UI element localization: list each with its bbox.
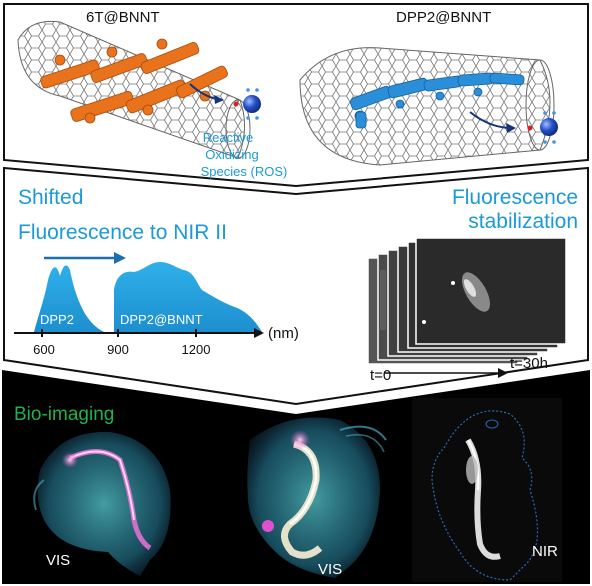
label-6t-bnnt: 6T@BNNT [86, 9, 160, 26]
spectrum-label-dpp2: DPP2 [40, 312, 74, 327]
time-start-label: t=0 [370, 367, 391, 384]
image-label-nir: NIR [532, 543, 558, 560]
dpp2-molecules [349, 72, 525, 129]
6t-molecules [40, 38, 228, 124]
ros-sphere-right [540, 118, 558, 136]
time-end-label: t=30h [510, 355, 548, 372]
image-stack-front [415, 237, 567, 345]
spectrum-label-dpp2-bnnt: DPP2@BNNT [120, 312, 203, 327]
shifted-title: Shifted Fluorescence to NIR II [18, 186, 227, 244]
ros-sphere-left [243, 95, 261, 113]
daphnia-image-vis-2 [247, 417, 387, 578]
image-label-vis-2: VIS [318, 561, 342, 578]
top-panel: 6T@BNNT Reactive Oxidizing Species (ROS) [3, 3, 589, 188]
bnnt-tube-right [299, 47, 555, 166]
spectrum-dpp2-bnnt [114, 262, 262, 332]
ros-label-line3: Species (ROS) [201, 164, 288, 179]
tick-label-1200: 1200 [182, 342, 211, 357]
daphnia-image-vis-1 [33, 431, 171, 576]
image-label-vis-1: VIS [46, 552, 70, 569]
bnnt-tube-left [17, 20, 251, 159]
stabilization-title-line2: stabilization [468, 210, 578, 233]
time-arrowhead [498, 368, 508, 378]
bio-imaging-title: Bio-imaging [14, 404, 114, 425]
ros-label: Reactive Oxidizing Species (ROS) [201, 130, 288, 179]
bottom-panel: Bio-imaging VI [2, 370, 590, 584]
axis-unit: (nm) [268, 325, 299, 342]
shifted-title-line1: Shifted [18, 186, 83, 209]
ros-label-line2: Oxidizing [205, 147, 258, 162]
label-dpp2-bnnt: DPP2@BNNT [396, 9, 491, 26]
shifted-title-line2: Fluorescence to NIR II [18, 221, 227, 244]
middle-panel: Shifted Fluorescence to NIR II DPP2 DPP2… [3, 166, 589, 406]
tick-label-600: 600 [33, 342, 55, 357]
shift-arrowhead [114, 252, 126, 264]
ros-arrowhead-left [214, 95, 224, 104]
stabilization-title: Fluorescence stabilization [452, 186, 578, 233]
image-stack [367, 237, 567, 365]
daphnia-image-nir [412, 398, 562, 582]
ros-arrowhead-right [506, 123, 516, 133]
spectrum-dpp2 [34, 265, 104, 332]
spectrum-axis-arrowhead [254, 328, 264, 338]
ros-label-line1: Reactive [203, 130, 254, 145]
stabilization-title-line1: Fluorescence [452, 186, 578, 209]
tick-label-900: 900 [107, 342, 129, 357]
ros-red-dot-right [527, 125, 533, 131]
ros-red-dot-left [233, 101, 239, 107]
